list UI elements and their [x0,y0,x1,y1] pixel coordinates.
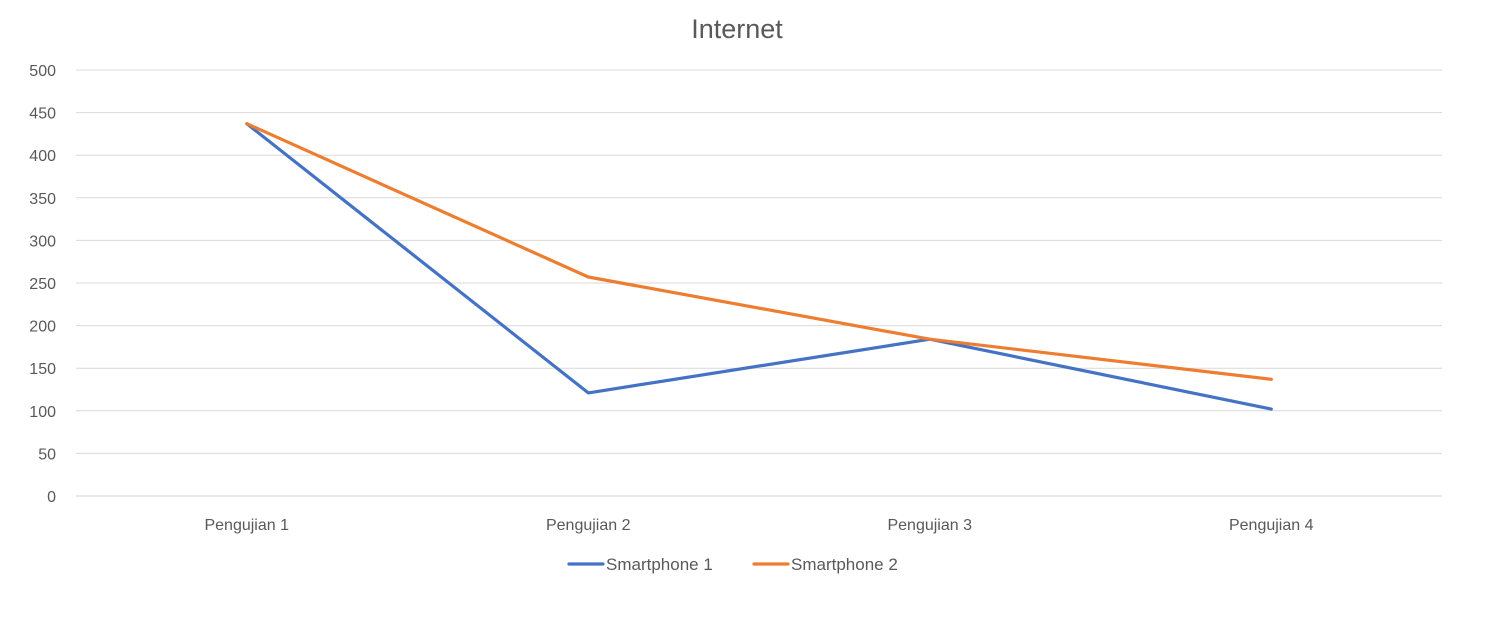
y-tick-label: 100 [29,404,56,421]
y-tick-label: 450 [29,106,56,123]
y-tick-label: 400 [29,148,56,165]
series-line-2 [245,122,1273,381]
x-tick-label: Pengujian 2 [546,517,631,534]
y-tick-label: 350 [29,191,56,208]
x-axis-tick-labels: Pengujian 1 Pengujian 2 Pengujian 3 Penguji… [204,517,1313,534]
legend-label: Smartphone 2 [791,555,898,574]
series-lines [245,122,1273,411]
gridlines [76,69,1442,497]
y-tick-label: 0 [47,489,56,506]
chart-title: Internet [691,14,783,44]
y-tick-label: 200 [29,319,56,336]
x-tick-label: Pengujian 3 [887,517,972,534]
y-tick-label: 300 [29,233,56,250]
x-tick-label: Pengujian 1 [204,517,289,534]
y-tick-label: 250 [29,276,56,293]
x-tick-label: Pengujian 4 [1229,517,1314,534]
y-tick-label: 150 [29,361,56,378]
legend-label: Smartphone 1 [606,555,713,574]
y-axis-tick-labels: 0 50 100 150 200 250 300 350 400 450 500 [29,63,56,506]
y-tick-label: 500 [29,63,56,80]
y-tick-label: 50 [38,446,56,463]
series-line-1 [245,122,1273,411]
legend: Smartphone 1 Smartphone 2 [567,555,898,574]
